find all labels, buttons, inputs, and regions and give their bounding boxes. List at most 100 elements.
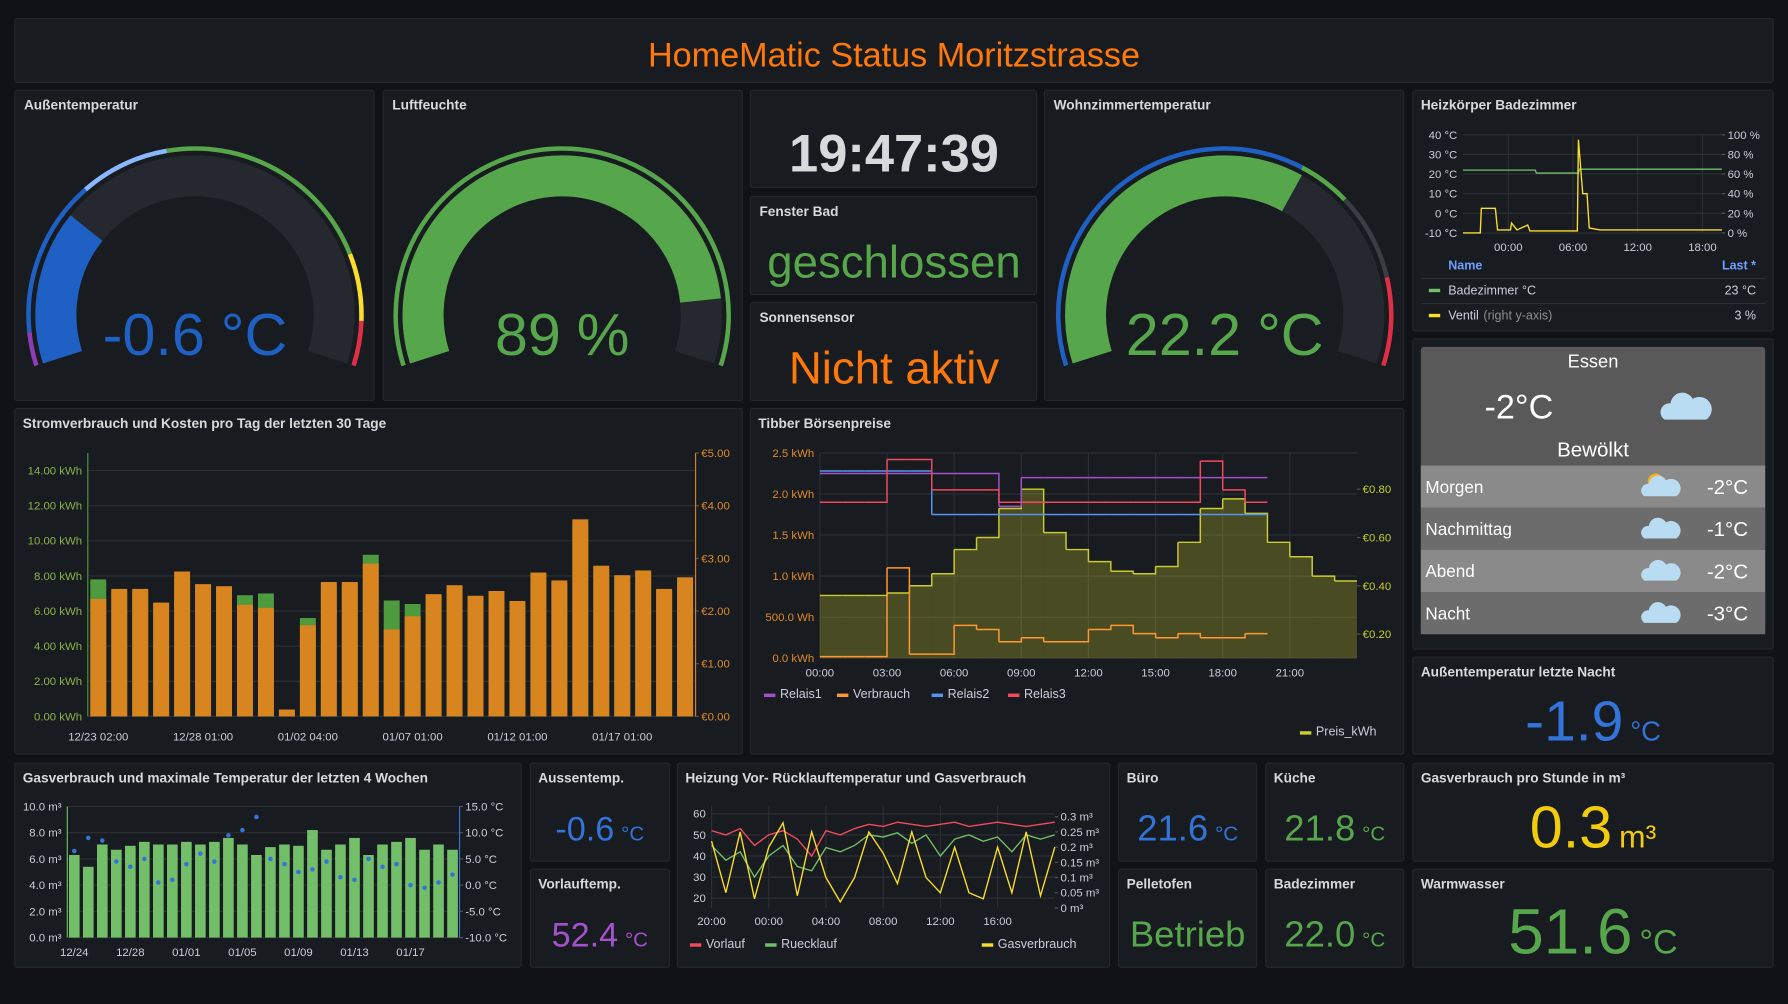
x-tick-label: 01/17 [396, 947, 425, 959]
weather-icon [1641, 475, 1681, 497]
step [1021, 488, 1045, 533]
legend-label: Gasverbrauch [998, 937, 1077, 951]
legend-swatch [836, 693, 849, 697]
point [240, 827, 245, 833]
y2-tick-label: 10.0 °C [465, 828, 503, 840]
step [954, 624, 978, 630]
area-step [1088, 561, 1111, 659]
x-tick-label: 06:00 [940, 667, 969, 679]
bar [278, 709, 295, 717]
legend-label: Verbrauch [853, 687, 910, 701]
step [931, 549, 955, 575]
unit: °C [221, 301, 288, 368]
step [887, 567, 911, 655]
x-tick-label: 12/24 [60, 947, 89, 959]
value: 21.6 [1137, 808, 1208, 849]
y2-tick-label: 20 % [1728, 208, 1754, 220]
unit: °C [1362, 823, 1385, 846]
bar [237, 844, 248, 938]
threshold-ring [1381, 276, 1394, 367]
point [310, 867, 315, 872]
y-tick-label: 0.00 kWh [34, 711, 82, 723]
forecast-row [1420, 549, 1766, 593]
y2-tick-label: €1.00 [701, 659, 730, 671]
threshold-ring [166, 146, 353, 255]
panel [1412, 656, 1774, 755]
value: -1.9 [1525, 689, 1623, 753]
area-step [998, 508, 1022, 659]
panel-title: Aussentemp. [538, 771, 624, 786]
point [86, 835, 91, 841]
bar [677, 577, 694, 717]
y2-tick-label: 0 % [1728, 228, 1748, 240]
panel-title: Heizung Vor- Rücklauftemperatur und Gasv… [685, 771, 1026, 786]
y2-tick-label: 40 % [1728, 189, 1754, 201]
y-tick-label: 40 °C [1429, 130, 1458, 142]
area-step [976, 537, 999, 659]
gauge-value: -0.6 °C [103, 301, 288, 368]
threshold-ring [1300, 165, 1347, 202]
unit: % [577, 301, 630, 368]
area-step [1245, 513, 1268, 659]
x-tick-label: 01/05 [228, 947, 257, 959]
area-step [931, 573, 955, 659]
step [976, 489, 1000, 503]
point [212, 859, 217, 864]
legend-swatch [1008, 693, 1020, 697]
legend-label: Ruecklauf [781, 937, 837, 951]
y2-tick-label: -5.0 °C [465, 906, 501, 918]
x-tick-label: 12/23 02:00 [68, 731, 128, 743]
bar [656, 588, 673, 717]
forecast-row [1420, 507, 1766, 550]
step [1200, 498, 1224, 510]
x-tick-label: 21:00 [1276, 667, 1305, 679]
step [1222, 633, 1246, 639]
panel-title: Luftfeuchte [392, 98, 467, 113]
line [710, 820, 1056, 904]
step [931, 625, 955, 655]
area-step [1066, 549, 1089, 659]
panel [1118, 762, 1258, 862]
y2-tick-label: 100 % [1728, 130, 1760, 142]
y-tick-label: 20 [693, 893, 706, 905]
step [909, 458, 933, 490]
bar [307, 830, 318, 938]
y-tick-label: 1.0 kWh [772, 571, 814, 583]
step [1155, 542, 1179, 568]
bar [433, 844, 444, 938]
y2-tick-label: €0.40 [1363, 581, 1392, 593]
forecast-row [1420, 465, 1766, 508]
area-step [1043, 532, 1067, 659]
area-step [1177, 542, 1201, 659]
x-tick-label: 01/01 [172, 947, 201, 959]
area-step [819, 595, 843, 659]
point [450, 872, 455, 877]
bar [111, 588, 128, 717]
y2-tick-label: 60 % [1728, 169, 1754, 181]
panel [1412, 762, 1774, 862]
panel [1412, 868, 1774, 968]
bar [167, 844, 178, 938]
bar [279, 844, 290, 938]
x-tick-label: 01/02 04:00 [278, 731, 338, 743]
y2-tick-label: €3.00 [701, 553, 730, 565]
weather-icon [1641, 517, 1681, 539]
x-tick-label: 12:00 [926, 916, 955, 928]
panel-title: Pelletofen [1127, 877, 1192, 892]
point [142, 856, 147, 862]
bar [293, 845, 304, 938]
forecast-temp: -2°C [1707, 560, 1748, 583]
stat-value: -0.6 °C [555, 811, 644, 849]
bar [265, 847, 276, 938]
area-step [909, 585, 932, 659]
panel-title: Sonnensensor [759, 310, 855, 325]
threshold-ring [1055, 146, 1304, 367]
point [128, 864, 133, 870]
step [1245, 512, 1269, 543]
bar [349, 837, 360, 938]
step [909, 573, 933, 587]
unit: °C [1215, 823, 1238, 846]
x-tick-label: 12/28 [116, 947, 145, 959]
y2-tick-label: €0.00 [701, 711, 730, 723]
step [954, 537, 978, 551]
